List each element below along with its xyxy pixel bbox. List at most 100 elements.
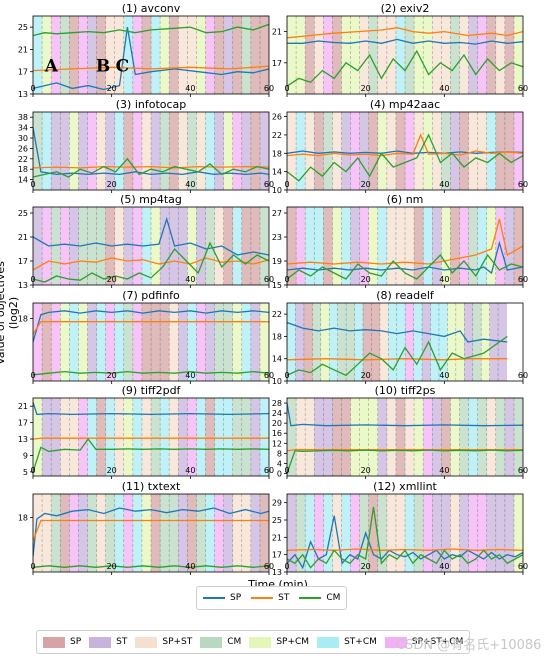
legend-label-st-cm-region: ST+CM [344,637,377,647]
band-11-txtext-6 [87,494,98,572]
band-12-xmllint-1 [296,494,306,572]
band-10-tiff2ps-3 [314,398,324,476]
band-6-nm-16 [432,207,442,285]
band-5-mp4tag-18 [196,207,206,285]
band-8-readelf-4 [320,303,330,381]
band-11-txtext-20 [214,494,225,572]
band-6-nm-14 [414,207,424,285]
band-10-tiff2ps-2 [305,398,315,476]
band-3-infotocap-16 [178,112,188,190]
chart-title-10-tiff2ps: (10) tiff2ps [375,384,436,397]
band-7-pdfinfo-16 [178,303,188,381]
chart-8-readelf: (8) readelf 0 20 40 60 10 14 18 22 [272,289,528,386]
x-tick-label-1-avconv-0: 0 [30,84,35,93]
band-11-txtext-7 [96,494,107,572]
band-7-pdfinfo-24 [250,303,261,381]
series-line-4-mp42aac-cm [287,133,523,182]
band-7-pdfinfo-25 [259,303,269,381]
x-tick-label-12-xmllint-40: 40 [439,562,449,571]
series-line-12-xmllint-sp [287,515,523,570]
legend-item-sp-cm-region: SP+CM [249,636,309,648]
legend-patch-sp-cm [249,636,272,648]
band-10-tiff2ps-23 [495,398,506,476]
series-line-4-mp42aac-st [287,133,523,157]
band-5-mp4tag-4 [69,207,79,285]
chart-title-11-txtext: (11) txtext [122,480,181,493]
band-7-pdfinfo-5 [78,303,88,381]
band-11-txtext-25 [259,494,269,572]
band-1-avconv-5 [78,16,88,94]
chart-bands-8-readelf [287,303,507,381]
band-7-pdfinfo-10 [123,303,134,381]
band-4-mp42aac-22 [486,112,497,190]
y-tick-label-6-nm-19: 19 [272,257,282,266]
band-10-tiff2ps-9 [368,398,379,476]
series-line-10-tiff2ps-st [287,448,523,452]
band-8-readelf-18 [438,303,448,381]
band-8-readelf-24 [489,303,499,381]
chart-frame-10-tiff2ps [286,397,524,477]
band-2-exiv2-7 [350,16,361,94]
band-6-nm-10 [377,207,388,285]
series-line-7-pdfinfo-sp [33,310,269,343]
band-2-exiv2-5 [332,16,342,94]
band-9-tiff2pdf-21 [223,398,234,476]
y-tick-label-3-infotocap-38: 38 [18,113,28,122]
x-tick-label-10-tiff2ps-0: 0 [284,466,289,475]
band-7-pdfinfo-7 [96,303,107,381]
band-8-readelf-16 [422,303,432,381]
x-tick-label-2-exiv2-0: 0 [284,84,289,93]
band-6-nm-13 [405,207,415,285]
y-tick-label-9-tiff2pdf-17: 17 [18,419,28,428]
band-12-xmllint-12 [395,494,406,572]
chart-4-mp42aac: (4) mp42aac 0 20 40 60 10 14 18 22 26 [272,98,528,195]
x-tick-label-1-avconv-40: 40 [185,84,195,93]
x-tick-label-3-infotocap-40: 40 [185,180,195,189]
band-10-tiff2ps-22 [486,398,497,476]
x-tick-label-7-pdfinfo-40: 40 [185,371,195,380]
band-4-mp42aac-0 [287,112,297,190]
series-line-7-pdfinfo-st [33,321,269,335]
line-legend: SP ST CM [196,586,348,610]
band-6-nm-2 [305,207,315,285]
band-3-infotocap-18 [196,112,206,190]
series-line-8-readelf-st [287,358,508,361]
chart-2-exiv2: (2) exiv2 0 20 40 60 17 21 [272,2,528,97]
band-7-pdfinfo-22 [232,303,243,381]
band-5-mp4tag-2 [51,207,61,285]
band-11-txtext-14 [160,494,170,572]
band-11-txtext-0 [33,494,43,572]
band-5-mp4tag-21 [223,207,234,285]
band-3-infotocap-21 [223,112,234,190]
series-line-1-avconv-sp [33,26,269,91]
series-line-11-txtext-st [33,519,269,542]
band-12-xmllint-13 [405,494,415,572]
x-tick-label-9-tiff2pdf-20: 20 [107,466,117,475]
band-6-nm-0 [287,207,297,285]
band-12-xmllint-21 [477,494,488,572]
legend-line-cm [299,597,322,599]
chart-title-4-mp42aac: (4) mp42aac [370,98,440,111]
band-1-avconv-22 [232,16,243,94]
band-4-mp42aac-8 [359,112,370,190]
band-1-avconv-17 [187,16,197,94]
band-4-mp42aac-7 [350,112,361,190]
y-tick-label-2-exiv2-17: 17 [272,59,282,68]
y-tick-label-12-xmllint-29: 29 [272,499,282,508]
series-line-9-tiff2pdf-st [33,437,269,440]
band-4-mp42aac-25 [513,112,523,190]
band-1-avconv-14 [160,16,170,94]
x-tick-label-9-tiff2pdf-40: 40 [185,466,195,475]
series-line-1-avconv-st [33,65,269,72]
band-2-exiv2-12 [395,16,406,94]
series-line-10-tiff2ps-sp [287,402,523,427]
band-3-infotocap-15 [169,112,179,190]
band-8-readelf-20 [455,303,465,381]
band-12-xmllint-20 [468,494,479,572]
band-12-xmllint-8 [359,494,370,572]
band-9-tiff2pdf-13 [151,398,161,476]
band-10-tiff2ps-25 [513,398,523,476]
band-10-tiff2ps-4 [323,398,333,476]
y-tick-label-3-infotocap-30: 30 [18,134,28,143]
x-tick-label-8-readelf-60: 60 [518,371,528,380]
